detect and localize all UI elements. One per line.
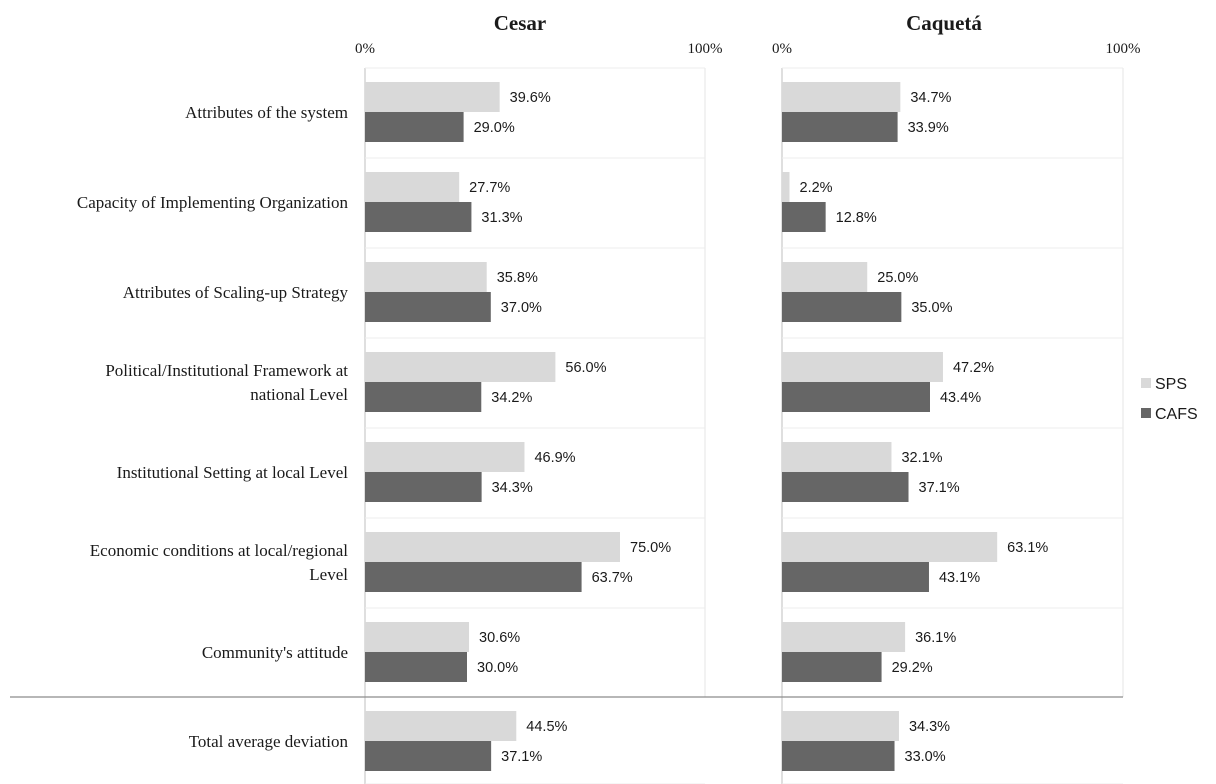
panel-title: Caquetá bbox=[906, 11, 982, 35]
data-label: 29.2% bbox=[892, 660, 933, 676]
bar-cafs bbox=[365, 472, 482, 502]
data-label: 46.9% bbox=[534, 450, 575, 466]
x-tick-label: 100% bbox=[1106, 41, 1141, 57]
bar-sps bbox=[782, 532, 998, 562]
data-label: 37.1% bbox=[919, 480, 960, 496]
bar-sps bbox=[782, 172, 790, 202]
data-label: 33.0% bbox=[905, 749, 946, 765]
data-label: 75.0% bbox=[630, 540, 671, 556]
data-label: 35.0% bbox=[911, 300, 952, 316]
data-label: 44.5% bbox=[526, 719, 567, 735]
category-label: Political/Institutional Framework at nati… bbox=[105, 361, 348, 404]
data-label: 34.2% bbox=[491, 390, 532, 406]
data-label: 2.2% bbox=[800, 180, 833, 196]
bar-cafs bbox=[365, 382, 482, 412]
legend-swatch-sps bbox=[1141, 378, 1151, 388]
category-label: Institutional Setting at local Level bbox=[117, 463, 349, 482]
bar-sps bbox=[782, 352, 943, 382]
bar-cafs bbox=[782, 472, 909, 502]
bar-sps bbox=[782, 262, 868, 292]
bar-sps bbox=[782, 82, 901, 112]
bar-cafs bbox=[365, 202, 472, 232]
category-label: Economic conditions at local/regional Lev… bbox=[90, 541, 349, 584]
data-label: 32.1% bbox=[901, 450, 942, 466]
data-label: 35.8% bbox=[497, 270, 538, 286]
data-label: 43.4% bbox=[940, 390, 981, 406]
data-label: 43.1% bbox=[939, 570, 980, 586]
bar-sps bbox=[365, 262, 487, 292]
data-label: 34.3% bbox=[909, 719, 950, 735]
bar-sps bbox=[782, 622, 906, 652]
bar-sps bbox=[365, 532, 620, 562]
legend-swatch-cafs bbox=[1141, 408, 1151, 418]
bar-sps bbox=[782, 711, 899, 741]
category-label: Attributes of the system bbox=[185, 103, 348, 122]
bar-sps bbox=[365, 442, 525, 472]
bar-sps bbox=[365, 82, 500, 112]
data-label: 34.3% bbox=[492, 480, 533, 496]
bar-cafs bbox=[365, 562, 582, 592]
category-label: Capacity of Implementing Organization bbox=[77, 193, 349, 212]
data-label: 27.7% bbox=[469, 180, 510, 196]
data-label: 34.7% bbox=[910, 90, 951, 106]
data-label: 25.0% bbox=[877, 270, 918, 286]
bar-cafs bbox=[782, 382, 930, 412]
data-label: 37.0% bbox=[501, 300, 542, 316]
x-tick-label: 0% bbox=[772, 41, 792, 57]
bar-sps bbox=[365, 622, 470, 652]
bar-sps bbox=[782, 442, 892, 472]
bar-sps bbox=[365, 172, 460, 202]
data-label: 30.0% bbox=[477, 660, 518, 676]
data-label: 47.2% bbox=[953, 360, 994, 376]
bar-cafs bbox=[782, 292, 902, 322]
panel-title: Cesar bbox=[494, 11, 546, 35]
data-label: 63.7% bbox=[592, 570, 633, 586]
bar-cafs bbox=[365, 292, 491, 322]
bar-cafs bbox=[782, 562, 929, 592]
x-tick-label: 0% bbox=[355, 41, 375, 57]
data-label: 30.6% bbox=[479, 630, 520, 646]
data-label: 31.3% bbox=[481, 210, 522, 226]
category-label: Total average deviation bbox=[189, 732, 349, 751]
legend-label: CAFS bbox=[1155, 406, 1198, 423]
data-label: 63.1% bbox=[1007, 540, 1048, 556]
bar-sps bbox=[365, 711, 517, 741]
bar-cafs bbox=[365, 741, 492, 771]
data-label: 37.1% bbox=[501, 749, 542, 765]
legend-label: SPS bbox=[1155, 376, 1187, 393]
category-label: Community's attitude bbox=[202, 643, 348, 662]
data-label: 39.6% bbox=[510, 90, 551, 106]
category-label: Attributes of Scaling-up Strategy bbox=[123, 283, 349, 302]
data-label: 36.1% bbox=[915, 630, 956, 646]
data-label: 29.0% bbox=[474, 120, 515, 136]
bar-cafs bbox=[782, 652, 882, 682]
bar-cafs bbox=[782, 202, 826, 232]
bar-cafs bbox=[782, 112, 898, 142]
bar-sps bbox=[365, 352, 556, 382]
bar-cafs bbox=[365, 652, 467, 682]
data-label: 56.0% bbox=[565, 360, 606, 376]
x-tick-label: 100% bbox=[688, 41, 723, 57]
data-label: 12.8% bbox=[836, 210, 877, 226]
bar-cafs bbox=[365, 112, 464, 142]
data-label: 33.9% bbox=[908, 120, 949, 136]
bar-cafs bbox=[782, 741, 895, 771]
